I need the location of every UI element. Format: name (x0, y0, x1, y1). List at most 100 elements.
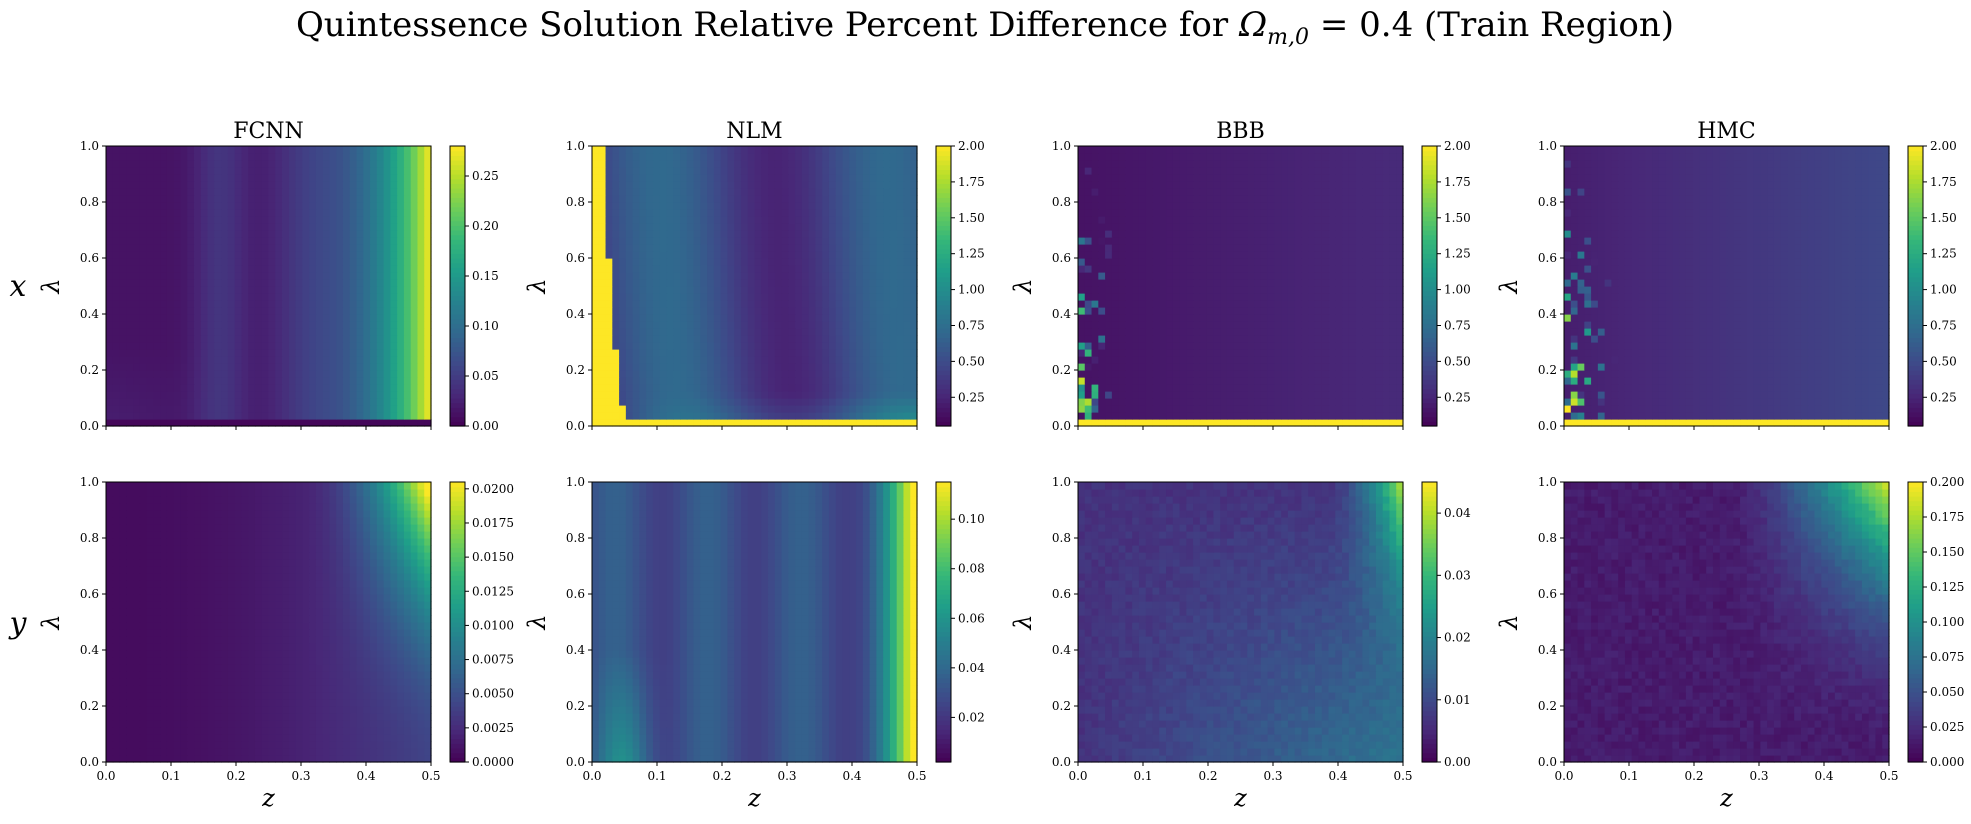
heatmap-cell (1382, 419, 1391, 427)
heatmap-cell (342, 279, 351, 287)
heatmap-cell (1132, 405, 1140, 413)
heatmap-cell (166, 146, 175, 154)
heatmap-cell (146, 419, 154, 427)
heatmap-cell (720, 244, 729, 252)
heatmap-cell (1328, 314, 1336, 322)
heatmap-cell (1111, 328, 1120, 336)
heatmap-cell (747, 237, 756, 245)
heatmap-cell (112, 370, 121, 378)
heatmap-cell (1138, 391, 1147, 399)
heatmap-cell (835, 279, 844, 287)
heatmap-cell (180, 209, 188, 217)
heatmap-cell (795, 286, 803, 294)
heatmap-cell (153, 188, 161, 196)
heatmap-cell (659, 286, 668, 294)
heatmap-cell (119, 370, 127, 378)
heatmap-cell (910, 230, 918, 238)
heatmap-cell (180, 279, 188, 287)
heatmap-cell (646, 230, 654, 238)
heatmap-cell (370, 265, 378, 273)
heatmap-cell (288, 258, 297, 266)
heatmap-cell (1084, 363, 1093, 371)
heatmap-cell (295, 279, 303, 287)
heatmap-cell (288, 349, 297, 357)
heatmap-cell (1145, 335, 1154, 343)
heatmap-cell (876, 223, 884, 231)
heatmap-cell (903, 202, 911, 210)
heatmap-cell (234, 349, 243, 357)
heatmap-cell (639, 419, 647, 427)
heatmap-cell (1138, 342, 1147, 350)
heatmap-cell (883, 384, 891, 392)
heatmap-cell (241, 314, 249, 322)
heatmap-cell (1084, 293, 1093, 301)
heatmap-cell (1213, 377, 1221, 385)
heatmap-cell (625, 251, 634, 259)
heatmap-cell (370, 377, 378, 385)
heatmap-cell (1125, 335, 1133, 343)
heatmap-cell (282, 328, 290, 336)
heatmap-cell (146, 188, 154, 196)
heatmap-cell (768, 258, 776, 266)
heatmap-cell (417, 195, 425, 203)
heatmap-cell (342, 328, 351, 336)
heatmap-cell (862, 328, 871, 336)
heatmap-cell (1105, 398, 1113, 406)
heatmap-cell (612, 216, 620, 224)
heatmap-cell (1342, 321, 1350, 329)
heatmap-cell (302, 405, 310, 413)
heatmap-cell (1145, 293, 1154, 301)
heatmap-cell (370, 335, 378, 343)
heatmap-cell (781, 258, 789, 266)
heatmap-cell (910, 370, 918, 378)
heatmap-cell (869, 216, 877, 224)
heatmap-cell (646, 363, 654, 371)
heatmap-cell (774, 153, 783, 161)
heatmap-cell (1348, 300, 1357, 308)
heatmap-cell (275, 237, 283, 245)
heatmap-cell (282, 174, 290, 182)
heatmap-cell (187, 391, 195, 399)
heatmap-cell (605, 258, 613, 266)
heatmap-cell (632, 146, 640, 154)
heatmap-cell (869, 202, 877, 210)
heatmap-cell (1220, 412, 1228, 420)
heatmap-cell (856, 153, 864, 161)
heatmap-cell (639, 244, 647, 252)
heatmap-cell (774, 321, 783, 329)
heatmap-cell (1105, 349, 1113, 357)
heatmap-cell (390, 153, 398, 161)
heatmap-cell (707, 363, 715, 371)
heatmap-cell (126, 314, 134, 322)
heatmap-cell (1091, 335, 1099, 343)
heatmap-cell (801, 230, 810, 238)
heatmap-cell (227, 272, 236, 280)
heatmap-cell (194, 391, 202, 399)
heatmap-cell (410, 356, 419, 364)
heatmap-cell (774, 167, 783, 175)
heatmap-cell (1179, 419, 1187, 427)
heatmap-cell (180, 216, 188, 224)
heatmap-cell (146, 209, 154, 217)
heatmap-cell (1213, 405, 1221, 413)
heatmap-cell (410, 419, 419, 427)
heatmap-cell (133, 223, 141, 231)
heatmap-cell (815, 335, 823, 343)
heatmap-cell (207, 307, 215, 315)
heatmap-cell (363, 328, 371, 336)
heatmap-cell (1125, 349, 1133, 357)
heatmap-cell (828, 342, 837, 350)
heatmap-cell (740, 307, 749, 315)
colorbar-segment (936, 146, 951, 152)
heatmap-cell (329, 321, 337, 329)
heatmap-cell (761, 272, 769, 280)
heatmap-cell (133, 377, 141, 385)
heatmap-cell (234, 272, 243, 280)
heatmap-cell (1159, 391, 1167, 399)
heatmap-cell (673, 398, 681, 406)
heatmap-cell (619, 370, 627, 378)
colorbar-segment (450, 388, 465, 394)
heatmap-cell (619, 195, 627, 203)
heatmap-cell (639, 223, 647, 231)
heatmap-cell (1281, 419, 1289, 427)
